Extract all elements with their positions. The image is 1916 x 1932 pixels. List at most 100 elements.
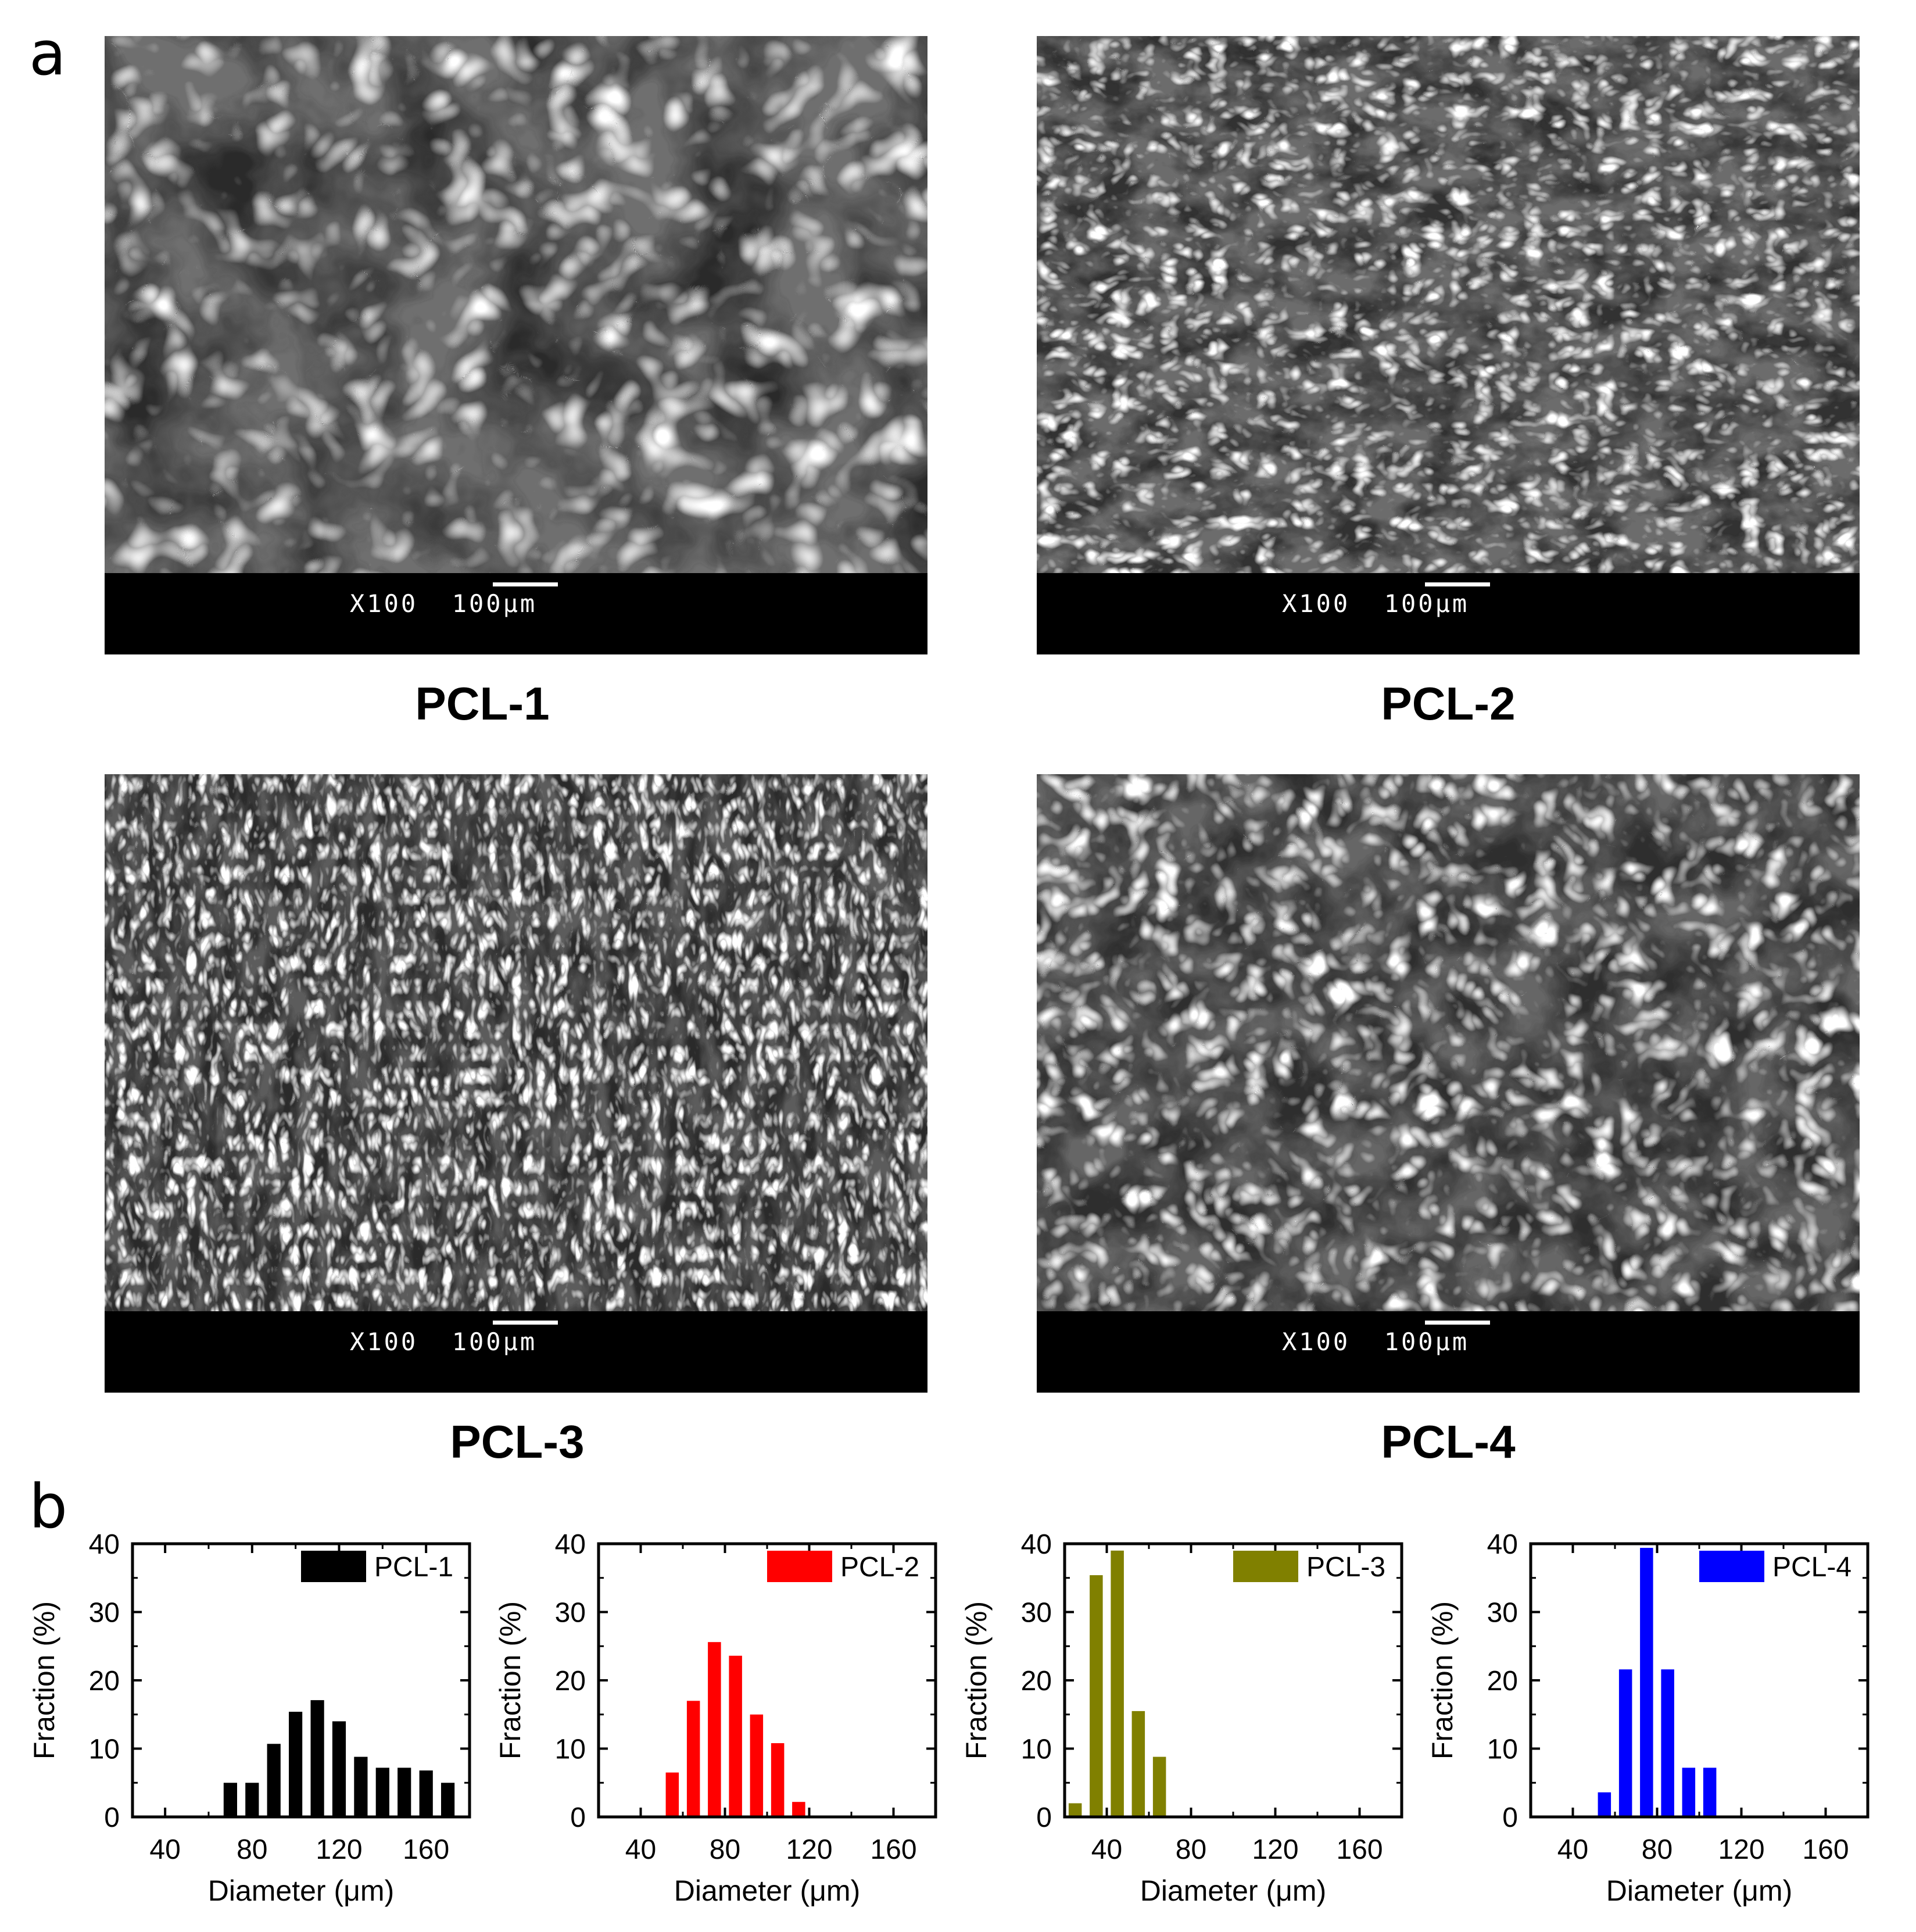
bar bbox=[289, 1712, 303, 1817]
bar bbox=[729, 1655, 742, 1817]
y-tick-label: 10 bbox=[89, 1734, 120, 1765]
y-tick-label: 40 bbox=[89, 1529, 120, 1560]
y-tick-label: 40 bbox=[555, 1529, 586, 1560]
sample-label-pcl-1: PCL-1 bbox=[415, 678, 550, 729]
scale-bar bbox=[1425, 582, 1490, 586]
x-tick-label: 80 bbox=[1176, 1834, 1206, 1865]
x-tick-label: 80 bbox=[710, 1834, 740, 1865]
y-axis-label: Fraction (%) bbox=[494, 1601, 527, 1759]
sem-panel-pcl-2: X100 100μm bbox=[1037, 36, 1860, 654]
x-tick-label: 40 bbox=[625, 1834, 656, 1865]
legend-label: PCL-2 bbox=[840, 1552, 919, 1583]
bar bbox=[1661, 1669, 1674, 1817]
histogram-pcl-1: 40 80 120 160 0 10 20 30 40 Diameter (μm) Fraction… bbox=[28, 1529, 471, 1907]
sem-panel-pcl-3: X100 100μm bbox=[105, 774, 927, 1393]
bar bbox=[267, 1744, 281, 1817]
scale-bar-label: 100μm bbox=[1384, 589, 1470, 618]
histogram-pcl-3: 40 80 120 160 0 10 20 30 40 Diameter (μm) Fraction… bbox=[960, 1529, 1403, 1907]
y-tick-label: 0 bbox=[1502, 1802, 1518, 1833]
legend-label: PCL-1 bbox=[374, 1552, 453, 1583]
scale-bar-label: 100μm bbox=[452, 1328, 538, 1356]
y-tick-label: 30 bbox=[555, 1598, 586, 1629]
bar bbox=[750, 1714, 764, 1817]
bar bbox=[375, 1768, 389, 1817]
magnification-label: X100 bbox=[1282, 589, 1351, 618]
bar bbox=[1618, 1669, 1632, 1817]
y-tick-label: 30 bbox=[1021, 1598, 1052, 1629]
panel-a-label: a bbox=[29, 18, 66, 89]
x-tick-label: 160 bbox=[1336, 1834, 1383, 1865]
bar bbox=[354, 1756, 368, 1817]
x-axis-label: Diameter (μm) bbox=[208, 1874, 394, 1907]
y-tick-label: 0 bbox=[104, 1802, 120, 1833]
scale-bar-label: 100μm bbox=[1384, 1328, 1470, 1356]
bar bbox=[245, 1783, 259, 1817]
x-tick-label: 160 bbox=[403, 1834, 449, 1865]
x-tick-label: 40 bbox=[149, 1834, 180, 1865]
sem-info-bar: X100 100μm bbox=[1037, 573, 1860, 654]
bar bbox=[1682, 1768, 1696, 1817]
sem-micrograph-pcl-1 bbox=[105, 36, 927, 573]
scale-bar-label: 100μm bbox=[452, 589, 538, 618]
bar bbox=[1090, 1575, 1103, 1817]
bar bbox=[1640, 1548, 1653, 1817]
bar bbox=[1111, 1550, 1124, 1817]
bar bbox=[397, 1768, 411, 1817]
y-tick-label: 0 bbox=[1036, 1802, 1052, 1833]
x-axis-label: Diameter (μm) bbox=[1606, 1874, 1792, 1907]
sem-info-bar: X100 100μm bbox=[105, 573, 927, 654]
y-tick-label: 10 bbox=[555, 1734, 586, 1765]
y-tick-label: 0 bbox=[570, 1802, 586, 1833]
x-tick-label: 80 bbox=[1642, 1834, 1673, 1865]
legend-label: PCL-3 bbox=[1306, 1552, 1385, 1583]
x-axis-label: Diameter (μm) bbox=[674, 1874, 860, 1907]
scale-bar bbox=[1425, 1321, 1490, 1325]
scale-bar bbox=[493, 582, 558, 586]
legend-swatch bbox=[1233, 1551, 1298, 1582]
sample-label-pcl-2: PCL-2 bbox=[1381, 678, 1516, 729]
bar bbox=[1598, 1792, 1611, 1817]
y-tick-label: 20 bbox=[1021, 1666, 1052, 1697]
bar bbox=[792, 1802, 805, 1817]
panel-b-label: b bbox=[29, 1471, 68, 1542]
bar bbox=[332, 1721, 346, 1817]
sem-info-bar: X100 100μm bbox=[1037, 1311, 1860, 1393]
y-axis-label: Fraction (%) bbox=[28, 1601, 60, 1759]
bar bbox=[1131, 1711, 1145, 1817]
x-tick-label: 120 bbox=[1718, 1834, 1764, 1865]
bar bbox=[441, 1783, 455, 1817]
plot-frame bbox=[597, 1542, 937, 1819]
sem-micrograph-pcl-2 bbox=[1037, 36, 1860, 573]
x-tick-label: 160 bbox=[1802, 1834, 1849, 1865]
y-tick-label: 10 bbox=[1021, 1734, 1052, 1765]
magnification-label: X100 bbox=[350, 1328, 418, 1356]
y-tick-label: 20 bbox=[555, 1666, 586, 1697]
sem-micrograph-pcl-4 bbox=[1037, 774, 1860, 1311]
sem-micrograph-pcl-3 bbox=[105, 774, 927, 1311]
bar bbox=[1703, 1768, 1717, 1817]
bar bbox=[708, 1642, 721, 1817]
magnification-label: X100 bbox=[350, 589, 418, 618]
x-axis-label: Diameter (μm) bbox=[1140, 1874, 1326, 1907]
sample-label-pcl-4: PCL-4 bbox=[1381, 1416, 1516, 1468]
y-tick-label: 20 bbox=[1487, 1666, 1518, 1697]
y-tick-label: 30 bbox=[1487, 1598, 1518, 1629]
bar bbox=[419, 1770, 433, 1817]
y-tick-label: 10 bbox=[1487, 1734, 1518, 1765]
sem-info-bar: X100 100μm bbox=[105, 1311, 927, 1393]
bar bbox=[1068, 1803, 1082, 1817]
legend-swatch bbox=[1699, 1551, 1764, 1582]
x-tick-label: 40 bbox=[1557, 1834, 1588, 1865]
x-tick-label: 120 bbox=[786, 1834, 832, 1865]
bar bbox=[1152, 1756, 1166, 1817]
plot-frame bbox=[1529, 1542, 1870, 1819]
x-tick-label: 80 bbox=[237, 1834, 267, 1865]
y-axis-label: Fraction (%) bbox=[1426, 1601, 1459, 1759]
histogram-pcl-2: 40 80 120 160 0 10 20 30 40 Diameter (μm) Fraction… bbox=[494, 1529, 937, 1907]
sem-panel-pcl-1: X100 100μm bbox=[105, 36, 927, 654]
y-tick-label: 40 bbox=[1021, 1529, 1052, 1560]
y-axis-label: Fraction (%) bbox=[960, 1601, 993, 1759]
x-tick-label: 120 bbox=[1252, 1834, 1298, 1865]
magnification-label: X100 bbox=[1282, 1328, 1351, 1356]
